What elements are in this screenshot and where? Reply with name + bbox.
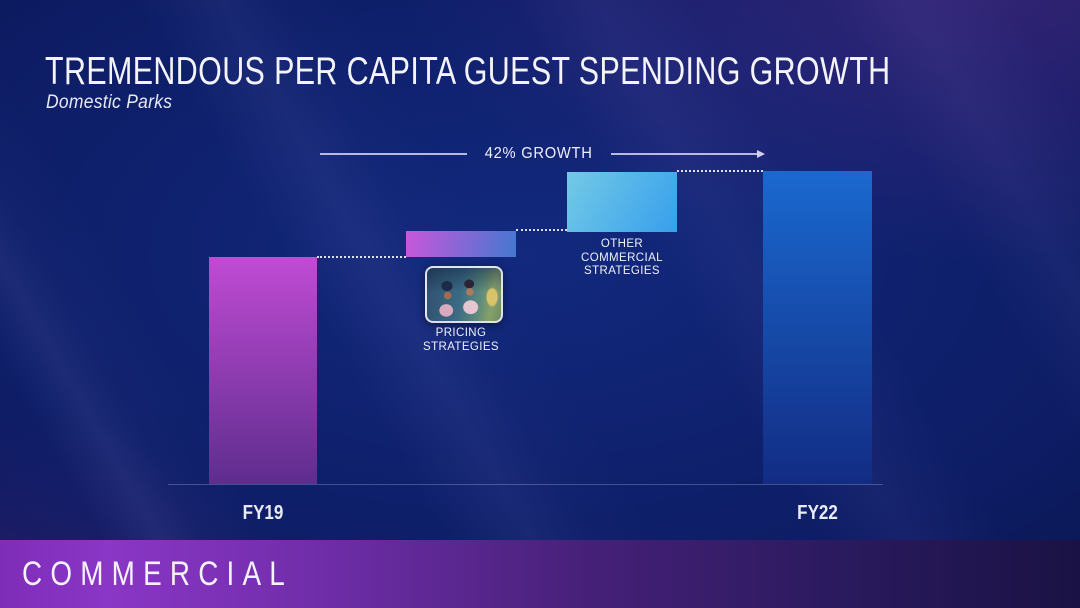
pricing-bar — [406, 231, 516, 257]
growth-annotation: 42% GROWTH — [320, 145, 765, 163]
commercial-banner: COMMERCIAL — [0, 540, 1080, 608]
growth-line-left — [320, 153, 468, 155]
other-bar — [567, 172, 677, 232]
pricing-photo — [425, 266, 503, 323]
chart-baseline — [168, 484, 883, 485]
fy19-bar — [209, 257, 317, 484]
growth-line-right — [610, 150, 765, 158]
arrow-right-icon — [757, 150, 765, 158]
other-commercial-label: OTHER COMMERCIAL STRATEGIES — [581, 238, 663, 277]
axis-label-fy22: FY22 — [797, 502, 838, 524]
growth-label: 42% GROWTH — [485, 145, 593, 162]
pricing-label: PRICING STRATEGIES — [423, 327, 499, 353]
banner-label: COMMERCIAL — [22, 554, 293, 593]
waterfall-connector — [516, 229, 567, 231]
slide-title: TREMENDOUS PER CAPITA GUEST SPENDING GRO… — [45, 50, 891, 93]
fy22-bar — [763, 171, 872, 484]
slide-subtitle: Domestic Parks — [46, 92, 173, 113]
axis-label-fy19: FY19 — [242, 502, 284, 524]
waterfall-connector — [317, 256, 406, 258]
waterfall-connector — [677, 170, 763, 172]
